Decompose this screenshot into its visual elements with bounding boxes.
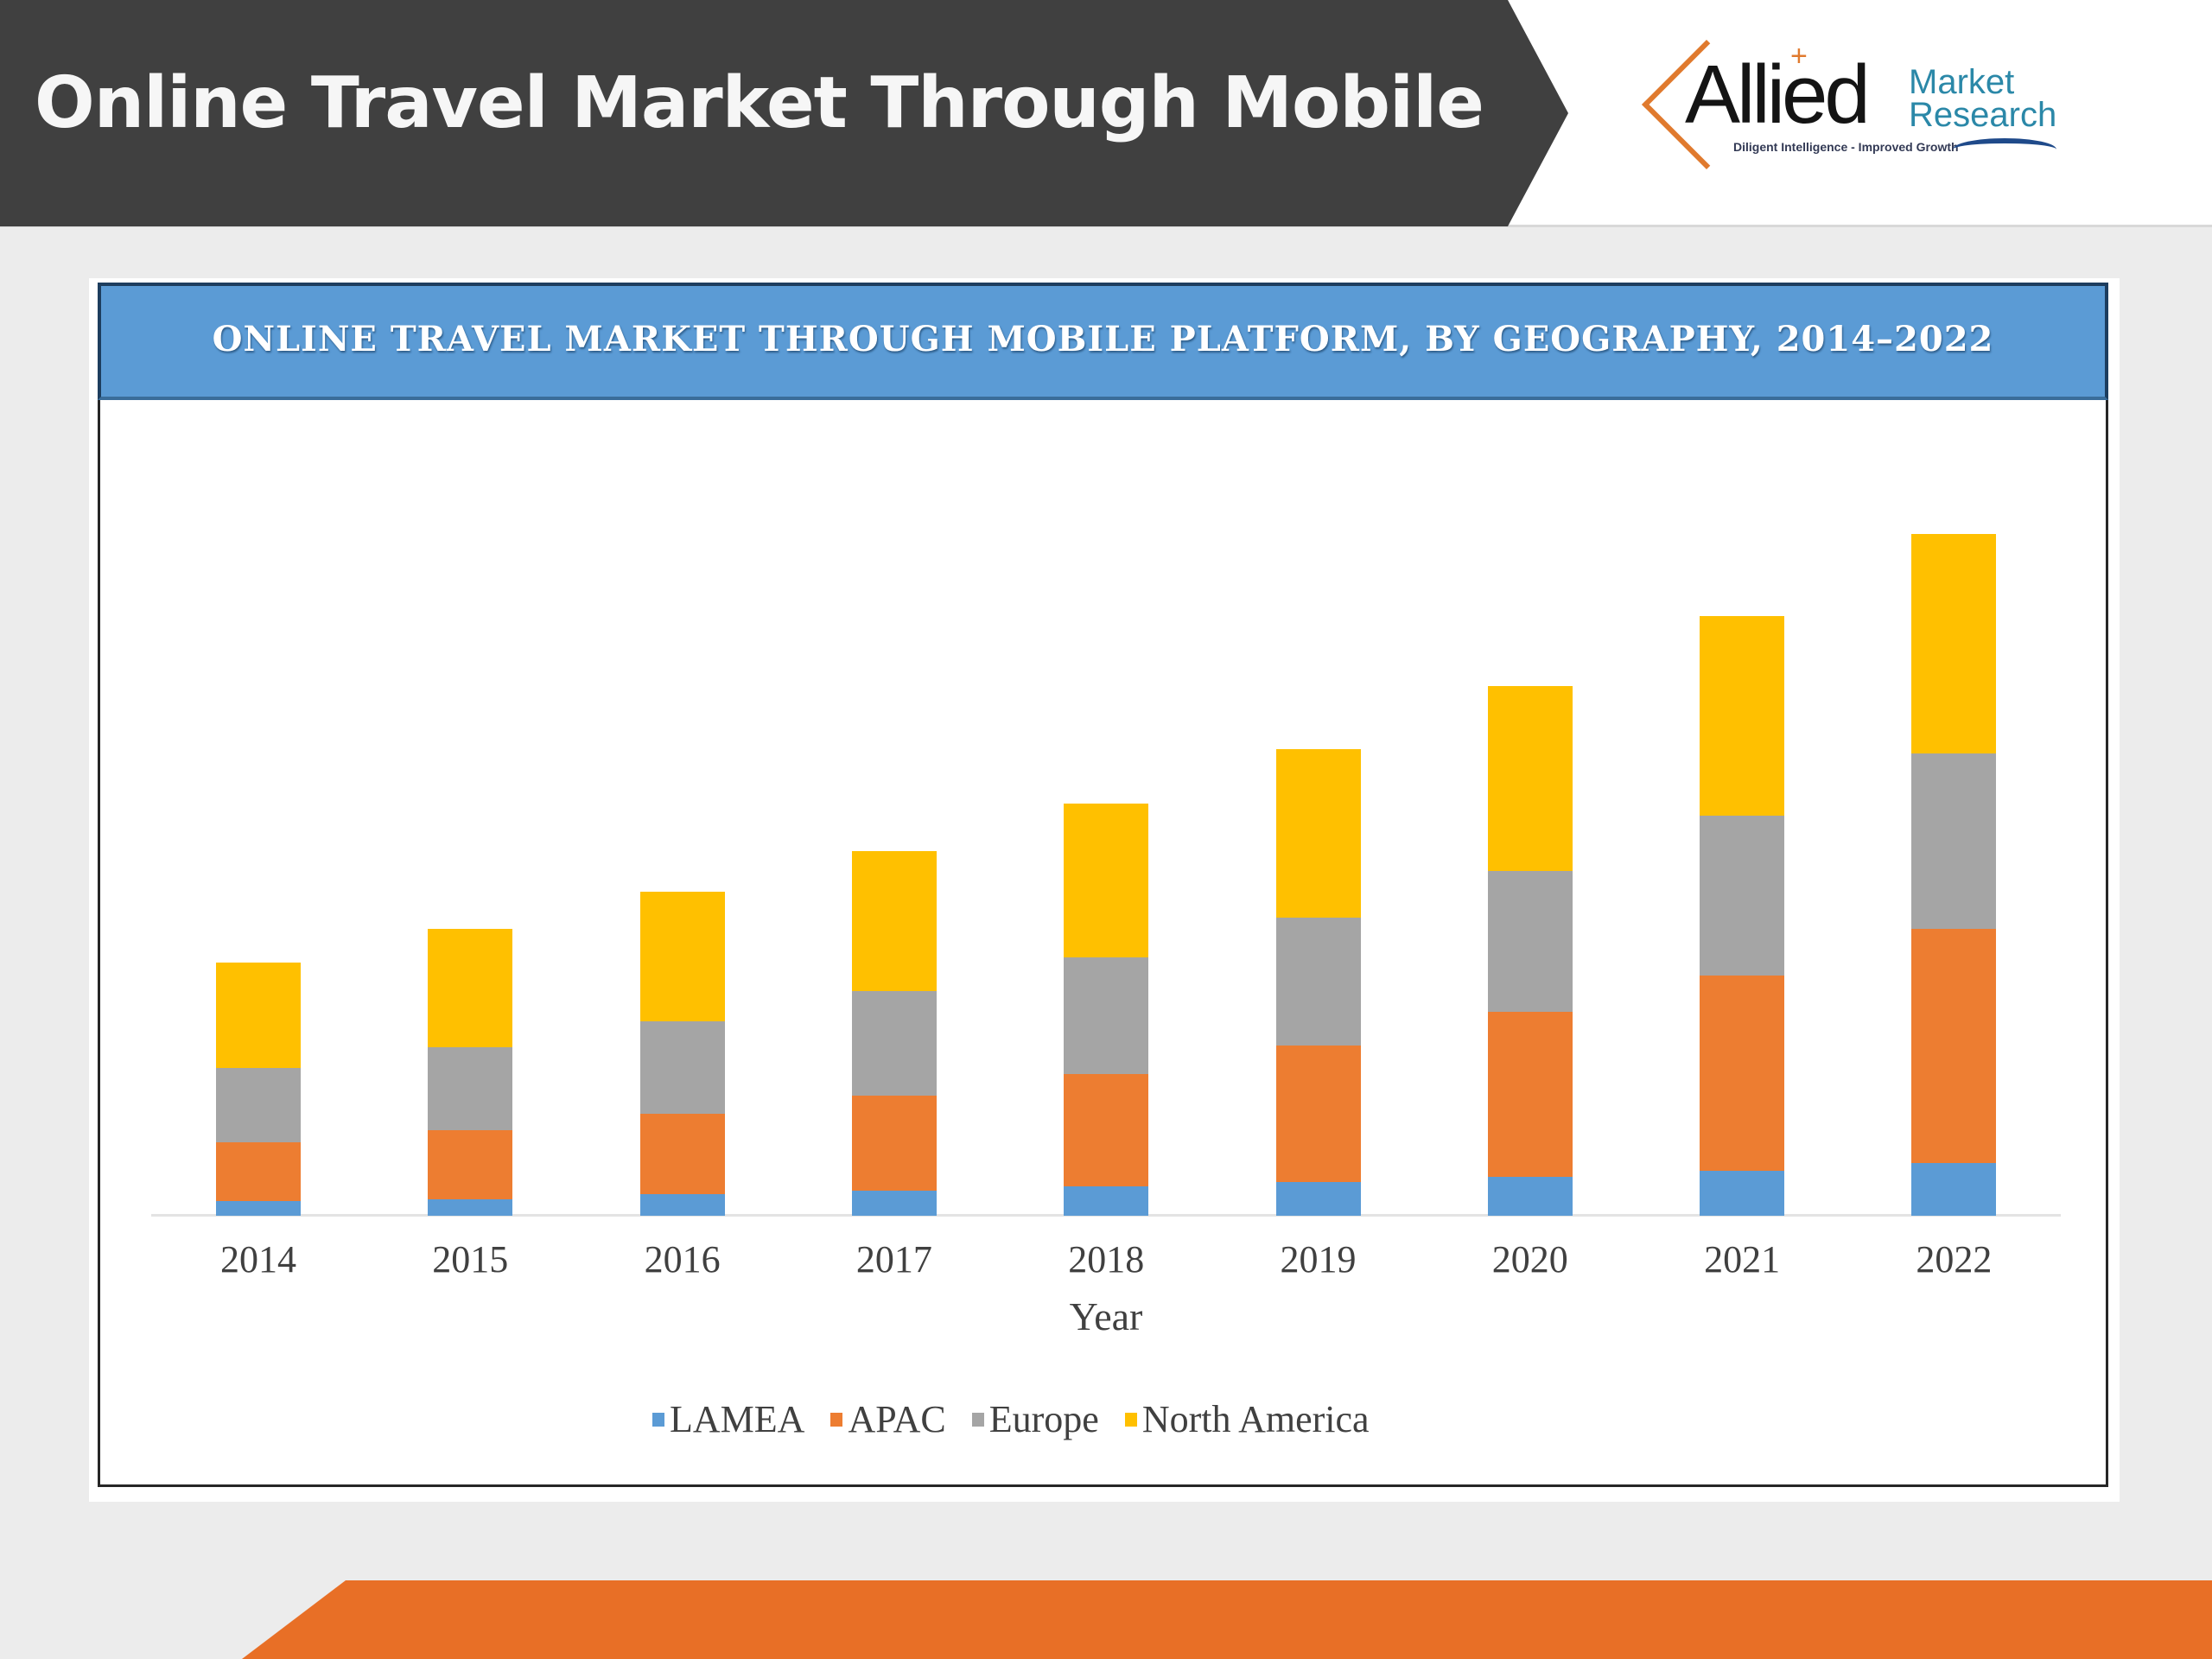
logo-plus-icon: + xyxy=(1790,40,1808,73)
bar-segment-apac xyxy=(1275,1046,1361,1182)
title-banner: Online Travel Market Through Mobile xyxy=(0,0,1568,226)
bar-segment-north-america xyxy=(1911,534,1997,753)
bar-2014 xyxy=(216,963,301,1216)
legend-item-apac: APAC xyxy=(830,1397,946,1441)
legend-label: North America xyxy=(1141,1398,1370,1440)
logo-tagline: Diligent Intelligence - Improved Growth xyxy=(1733,140,1959,154)
legend-item-europe: Europe xyxy=(971,1397,1099,1441)
bar-segment-lamea xyxy=(216,1201,301,1216)
bar-segment-north-america xyxy=(1275,749,1361,918)
legend: LAMEA APAC Europe North America xyxy=(652,1397,1370,1441)
logo-subtitle-line1: Market xyxy=(1909,63,2015,101)
x-axis-label: Year xyxy=(1069,1294,1143,1338)
bar-segment-north-america xyxy=(428,929,513,1047)
legend-label: LAMEA xyxy=(670,1398,805,1440)
logo-subtitle-line2: Research xyxy=(1909,96,2057,134)
bar-segment-lamea xyxy=(1911,1163,1997,1216)
bar-segment-apac xyxy=(216,1142,301,1201)
bar-segment-north-america xyxy=(216,963,301,1068)
legend-label: Europe xyxy=(988,1398,1099,1440)
bar-segment-lamea xyxy=(1275,1182,1361,1216)
x-tick-label: 2021 xyxy=(1704,1238,1781,1281)
bar-segment-lamea xyxy=(1064,1186,1149,1216)
bar-2019 xyxy=(1275,749,1361,1216)
bar-segment-apac xyxy=(1064,1074,1149,1186)
bar-segment-apac xyxy=(428,1130,513,1199)
bar-segment-europe xyxy=(639,1021,725,1114)
x-tick-label: 2017 xyxy=(855,1238,932,1281)
logo-wordmark: Allied xyxy=(1685,48,1871,141)
bar-segment-europe xyxy=(1275,918,1361,1046)
x-tick-label: 2019 xyxy=(1280,1238,1357,1281)
bar-segment-europe xyxy=(428,1047,513,1130)
bar-segment-europe xyxy=(1064,957,1149,1074)
chart-title: ONLINE TRAVEL MARKET THROUGH MOBILE PLAT… xyxy=(212,319,1994,359)
bar-segment-apac xyxy=(1700,976,1785,1171)
bar-2017 xyxy=(851,851,937,1216)
chart-header: ONLINE TRAVEL MARKET THROUGH MOBILE PLAT… xyxy=(98,283,2108,400)
bar-segment-north-america xyxy=(1064,804,1149,957)
logo-swoosh-icon xyxy=(1953,138,2056,161)
x-tick-label: 2018 xyxy=(1068,1238,1145,1281)
legend-swatch-icon xyxy=(971,1412,984,1427)
legend-item-north-america: North America xyxy=(1124,1397,1370,1441)
bar-segment-lamea xyxy=(1487,1177,1573,1216)
bar-segment-north-america xyxy=(1700,616,1785,816)
slide-title: Online Travel Market Through Mobile xyxy=(35,62,1484,144)
legend-label: APAC xyxy=(848,1398,946,1440)
bar-segment-lamea xyxy=(428,1199,513,1216)
bar-segment-north-america xyxy=(639,892,725,1021)
bar-2021 xyxy=(1700,616,1785,1216)
legend-swatch-icon xyxy=(1124,1412,1137,1427)
bar-2015 xyxy=(428,929,513,1216)
bar-segment-apac xyxy=(639,1114,725,1194)
x-tick-label: 2022 xyxy=(1916,1238,1993,1281)
x-tick-label: 2014 xyxy=(220,1238,296,1281)
logo-subtitle: Market Research xyxy=(1909,63,2057,134)
bar-2018 xyxy=(1064,804,1149,1216)
x-tick-label: 2020 xyxy=(1491,1238,1568,1281)
legend-item-lamea: LAMEA xyxy=(652,1397,804,1441)
bar-segment-europe xyxy=(216,1068,301,1142)
bar-2016 xyxy=(639,892,725,1216)
bar-segment-lamea xyxy=(1700,1171,1785,1216)
x-tick-label: 2015 xyxy=(432,1238,509,1281)
bar-segment-apac xyxy=(851,1096,937,1191)
bar-segment-apac xyxy=(1487,1012,1573,1177)
bar-2022 xyxy=(1911,534,1997,1216)
legend-swatch-icon xyxy=(830,1412,843,1427)
bar-segment-europe xyxy=(1911,753,1997,929)
bar-segment-europe xyxy=(851,991,937,1096)
x-tick-label: 2016 xyxy=(644,1238,721,1281)
bar-segment-lamea xyxy=(639,1194,725,1216)
allied-market-research-logo: Allied + Market Research Diligent Intell… xyxy=(1642,40,2074,181)
bar-segment-lamea xyxy=(851,1191,937,1216)
bar-segment-europe xyxy=(1700,816,1785,976)
legend-swatch-icon xyxy=(652,1412,664,1427)
bar-2020 xyxy=(1487,686,1573,1216)
bar-segment-europe xyxy=(1487,871,1573,1012)
bar-segment-apac xyxy=(1911,929,1997,1163)
footer-accent-band xyxy=(242,1580,2212,1659)
bar-segment-north-america xyxy=(851,851,937,991)
bar-segment-north-america xyxy=(1487,686,1573,871)
